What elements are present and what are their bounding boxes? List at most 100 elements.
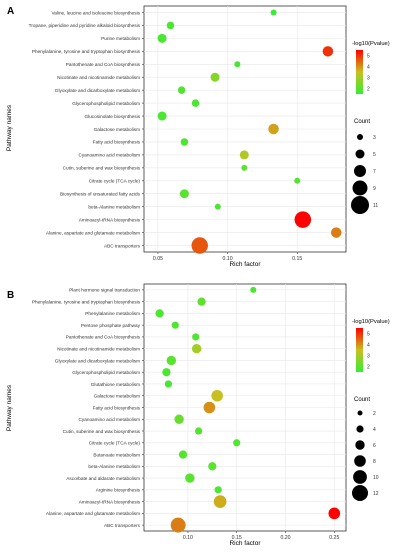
- y-tick-label: Citrate cycle (TCA cycle): [89, 179, 141, 184]
- size-legend-label: 2: [373, 411, 376, 417]
- y-tick-label: Glycerophospholipid metabolism: [72, 370, 140, 375]
- chart-panel-a: A Valine, leucine and isoleucine biosynth…: [6, 5, 378, 268]
- data-point: [211, 389, 223, 402]
- y-tick-label: Cutin, suberine and wax biosynthesis: [63, 429, 141, 434]
- y-tick-label: Glyoxylate and dicarboxylate metabolism: [55, 88, 140, 93]
- data-point: [270, 9, 277, 16]
- size-legend-dot: [355, 149, 365, 159]
- y-tick-label: ABC transporters: [104, 243, 141, 248]
- data-point: [170, 517, 186, 533]
- color-legend-tick: 3: [367, 353, 370, 359]
- size-legend-label: 4: [373, 427, 376, 433]
- x-tick-label: 0.15: [292, 256, 302, 262]
- color-legend-tick: 2: [367, 364, 370, 370]
- y-tick-label: Purine metabolism: [101, 36, 140, 41]
- size-legend-dot: [351, 196, 369, 214]
- size-legend-label: 10: [373, 475, 379, 481]
- color-legend-tick: 4: [367, 342, 370, 348]
- size-legend-dot: [353, 470, 367, 484]
- data-point: [234, 61, 241, 68]
- y-tick-label: Glycerophospholipid metabolism: [72, 101, 140, 106]
- size-legend-label: 12: [373, 491, 379, 497]
- data-point: [191, 99, 200, 107]
- y-tick-label: Arginine biosynthesis: [96, 488, 141, 493]
- data-point: [178, 450, 188, 459]
- y-tick-label: Pantothenate and CoA biosynthesis: [66, 62, 141, 67]
- y-tick-label: Galactose metabolism: [94, 394, 140, 399]
- x-tick-label: 0.05: [153, 256, 163, 262]
- data-point: [210, 72, 220, 82]
- y-tick-label: Galactose metabolism: [94, 127, 140, 132]
- y-tick-label: Citrate cycle (TCA cycle): [89, 441, 141, 446]
- data-point: [208, 462, 217, 471]
- color-legend-tick: 5: [367, 53, 370, 59]
- data-point: [214, 486, 222, 494]
- y-tick-label: Aminoacyl-tRNA biosynthesis: [79, 217, 141, 222]
- y-tick-label: Ascorbate and aldarate metabolism: [66, 476, 140, 481]
- data-point: [233, 439, 241, 447]
- size-legend-label: 11: [373, 203, 378, 209]
- size-legend-label: 3: [373, 135, 376, 141]
- x-axis-title: Rich factor: [229, 261, 261, 268]
- data-point: [294, 211, 312, 228]
- size-legend-dot: [357, 410, 363, 416]
- y-tick-label: Nicotinate and nicotinamide metabolism: [57, 346, 140, 351]
- y-tick-label: Alanine, aspartate and glutamate metabol…: [46, 230, 140, 235]
- data-point: [328, 507, 341, 520]
- x-tick-label: 0.25: [329, 535, 339, 541]
- data-point: [191, 343, 202, 354]
- y-tick-label: Phenylalanine, tyrosine and tryptophan b…: [32, 49, 141, 54]
- size-legend-label: 5: [373, 152, 376, 158]
- y-axis-title: Pathway names: [6, 104, 13, 151]
- size-legend-label: 7: [373, 169, 376, 175]
- y-tick-label: Aminoacyl-tRNA biosynthesis: [79, 499, 141, 504]
- size-legend-dot: [352, 485, 368, 501]
- data-point: [164, 380, 172, 388]
- size-legend-title: Count: [354, 397, 370, 403]
- x-tick-label: 0.10: [223, 256, 233, 262]
- data-point: [191, 237, 208, 254]
- size-legend-title: Count: [354, 119, 370, 125]
- data-point: [166, 355, 177, 366]
- y-tick-label: Cyanoamino acid metabolism: [79, 153, 141, 158]
- y-tick-label: Alanine, aspartate and glutamate metabol…: [46, 511, 140, 516]
- data-point: [177, 86, 186, 94]
- size-legend-label: 9: [373, 186, 376, 192]
- y-tick-label: Fatty acid biosynthesis: [93, 405, 141, 410]
- color-legend-tick: 5: [367, 331, 370, 337]
- y-tick-label: Tropane, piperidine and pyridine alkaloi…: [29, 23, 141, 28]
- data-point: [239, 150, 249, 160]
- size-legend-label: 8: [373, 459, 376, 465]
- x-tick-label: 0.15: [232, 535, 242, 541]
- size-legend-label: 6: [373, 443, 376, 449]
- data-point: [185, 473, 195, 483]
- data-point: [157, 33, 167, 43]
- data-point: [330, 227, 342, 238]
- panel-label: A: [7, 6, 14, 17]
- x-tick-label: 0.20: [280, 535, 290, 541]
- size-legend-dot: [352, 180, 368, 196]
- y-tick-label: Fatty acid biosynthesis: [93, 140, 141, 145]
- data-point: [171, 321, 179, 329]
- y-tick-label: Butanoate metabolism: [93, 452, 140, 457]
- data-point: [213, 495, 227, 508]
- size-legend-dot: [356, 425, 364, 433]
- data-point: [157, 111, 167, 121]
- y-tick-label: Pantothenate and CoA biosynthesis: [66, 335, 141, 340]
- y-tick-label: Glutathione metabolism: [91, 382, 140, 387]
- y-tick-label: beta-Alanine metabolism: [88, 464, 140, 469]
- color-legend-title: -log10(Pvalue): [352, 41, 390, 47]
- data-point: [162, 368, 171, 377]
- x-axis-title: Rich factor: [229, 540, 261, 547]
- data-point: [192, 333, 200, 341]
- data-point: [322, 46, 334, 57]
- y-axis-title: Pathway names: [6, 384, 13, 431]
- y-tick-label: Phenylalanine metabolism: [85, 311, 140, 316]
- y-tick-label: Glyoxylate and dicarboxylate metabolism: [55, 358, 140, 363]
- color-legend-tick: 2: [367, 86, 370, 92]
- color-legend-bar: [356, 328, 363, 372]
- data-point: [180, 138, 189, 146]
- size-legend-dot: [357, 134, 363, 140]
- data-point: [195, 427, 203, 435]
- y-tick-label: beta-Alanine metabolism: [88, 204, 140, 209]
